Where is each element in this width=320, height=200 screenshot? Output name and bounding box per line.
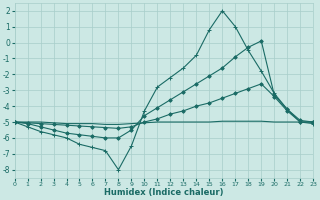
X-axis label: Humidex (Indice chaleur): Humidex (Indice chaleur) — [104, 188, 224, 197]
